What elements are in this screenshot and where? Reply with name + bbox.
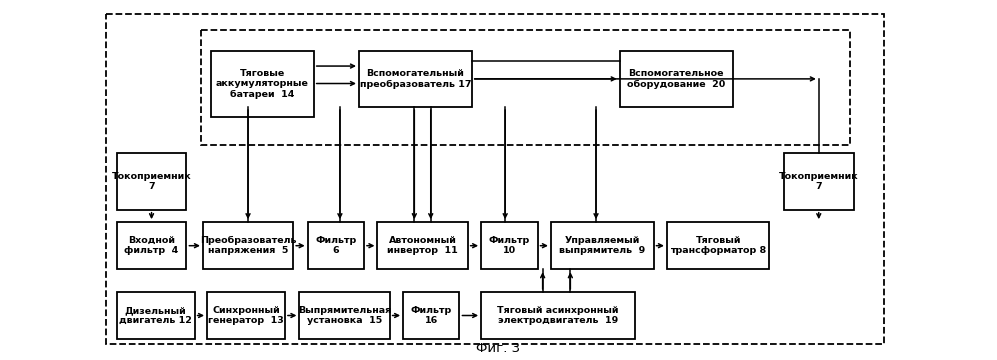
Bar bbox=[667, 222, 770, 269]
Bar bbox=[403, 292, 460, 339]
Bar bbox=[307, 222, 364, 269]
Bar bbox=[481, 292, 635, 339]
Bar bbox=[378, 222, 468, 269]
Text: Фильтр
16: Фильтр 16 bbox=[411, 306, 452, 325]
Text: Тяговый асинхронный
электродвигатель  19: Тяговый асинхронный электродвигатель 19 bbox=[498, 306, 619, 325]
Bar bbox=[299, 292, 390, 339]
Text: Фильтр
6: Фильтр 6 bbox=[315, 236, 356, 255]
Text: Преобразователь
напряжения  5: Преобразователь напряжения 5 bbox=[199, 236, 296, 256]
Text: Тяговый
трансформатор 8: Тяговый трансформатор 8 bbox=[670, 236, 767, 255]
Bar bbox=[117, 222, 186, 269]
Text: Токоприемник
7: Токоприемник 7 bbox=[112, 172, 191, 191]
Text: Токоприемник
7: Токоприемник 7 bbox=[779, 172, 858, 191]
Text: Управляемый
выпрямитель  9: Управляемый выпрямитель 9 bbox=[559, 236, 645, 255]
Bar bbox=[117, 153, 186, 210]
Text: Вспомогательное
оборудование  20: Вспомогательное оборудование 20 bbox=[627, 69, 725, 89]
Bar bbox=[359, 51, 472, 107]
Bar bbox=[481, 222, 537, 269]
Bar bbox=[202, 222, 293, 269]
Text: Автономный
инвертор  11: Автономный инвертор 11 bbox=[387, 236, 458, 255]
Text: Тяговые
аккумуляторные
батареи  14: Тяговые аккумуляторные батареи 14 bbox=[216, 69, 309, 99]
Bar bbox=[117, 292, 194, 339]
Bar bbox=[619, 51, 733, 107]
Bar bbox=[207, 292, 285, 339]
Bar bbox=[784, 153, 853, 210]
Text: Синхронный
генератор  13: Синхронный генератор 13 bbox=[208, 306, 284, 325]
Text: Дизельный
двигатель 12: Дизельный двигатель 12 bbox=[120, 306, 192, 325]
Bar bbox=[551, 222, 653, 269]
Bar bbox=[211, 51, 314, 117]
Text: Выпрямительная
установка  15: Выпрямительная установка 15 bbox=[298, 306, 391, 325]
Text: Входной
фильтр  4: Входной фильтр 4 bbox=[125, 236, 178, 255]
Text: Фильтр
10: Фильтр 10 bbox=[489, 236, 529, 255]
Text: Фиг. 3: Фиг. 3 bbox=[477, 342, 520, 355]
Text: Вспомогательный
преобразователь 17: Вспомогательный преобразователь 17 bbox=[360, 69, 472, 89]
Bar bbox=[200, 30, 849, 145]
